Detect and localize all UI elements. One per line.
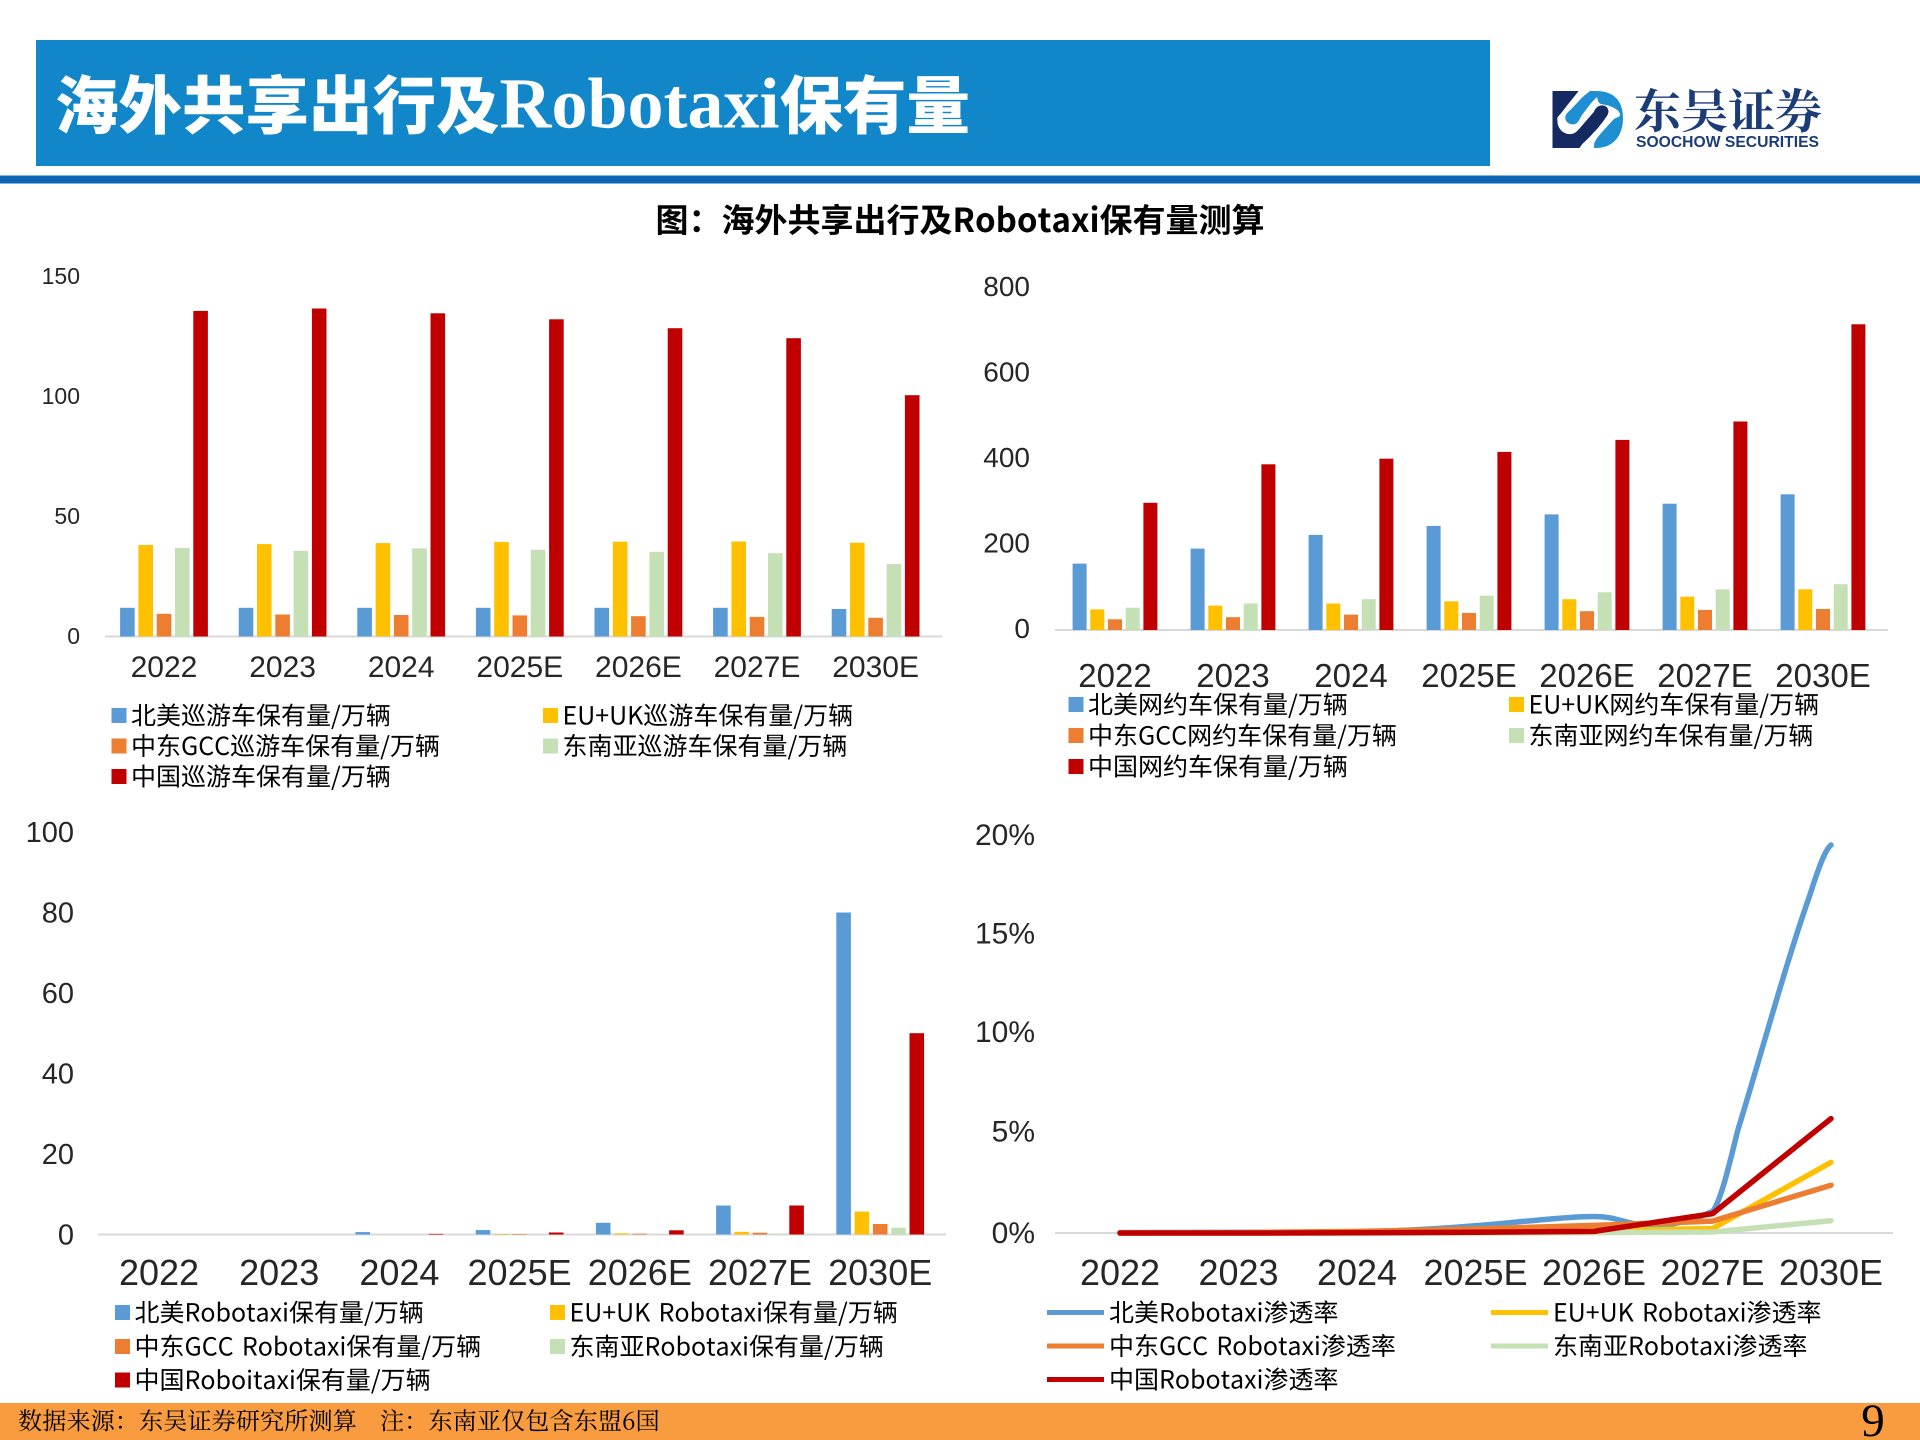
svg-text:2024: 2024 bbox=[1317, 1252, 1397, 1293]
svg-text:2026E: 2026E bbox=[1539, 657, 1634, 694]
svg-text:2030E: 2030E bbox=[828, 1252, 932, 1293]
svg-text:2030E: 2030E bbox=[1779, 1252, 1883, 1293]
svg-text:2024: 2024 bbox=[1314, 657, 1387, 694]
svg-text:20%: 20% bbox=[975, 819, 1035, 852]
svg-text:15%: 15% bbox=[975, 918, 1035, 951]
svg-text:2027E: 2027E bbox=[1660, 1252, 1764, 1293]
svg-text:2022: 2022 bbox=[131, 651, 198, 684]
svg-text:40: 40 bbox=[42, 1059, 74, 1091]
svg-text:2030E: 2030E bbox=[832, 651, 919, 684]
svg-text:800: 800 bbox=[983, 271, 1030, 302]
svg-text:60: 60 bbox=[42, 978, 74, 1010]
svg-text:10%: 10% bbox=[975, 1016, 1035, 1049]
svg-text:SOOCHOW SECURITIES: SOOCHOW SECURITIES bbox=[1636, 134, 1819, 151]
svg-text:80: 80 bbox=[42, 898, 74, 930]
svg-text:2025E: 2025E bbox=[468, 1252, 572, 1293]
svg-text:2024: 2024 bbox=[359, 1252, 439, 1293]
svg-text:50: 50 bbox=[54, 503, 80, 529]
svg-text:2022: 2022 bbox=[119, 1252, 199, 1293]
svg-text:2023: 2023 bbox=[1198, 1252, 1278, 1293]
svg-text:100: 100 bbox=[42, 383, 80, 409]
svg-text:20: 20 bbox=[42, 1139, 74, 1171]
svg-text:2025E: 2025E bbox=[1421, 657, 1516, 694]
svg-text:600: 600 bbox=[983, 357, 1030, 388]
svg-text:2026E: 2026E bbox=[595, 651, 682, 684]
svg-text:9: 9 bbox=[1861, 1395, 1885, 1440]
svg-text:2027E: 2027E bbox=[708, 1252, 812, 1293]
svg-text:0: 0 bbox=[67, 623, 80, 649]
svg-text:5%: 5% bbox=[992, 1116, 1035, 1149]
svg-text:2030E: 2030E bbox=[1775, 657, 1870, 694]
svg-text:2024: 2024 bbox=[368, 651, 435, 684]
svg-text:2025E: 2025E bbox=[476, 651, 563, 684]
svg-text:200: 200 bbox=[983, 528, 1030, 559]
svg-text:2026E: 2026E bbox=[1542, 1252, 1646, 1293]
svg-text:2027E: 2027E bbox=[714, 651, 801, 684]
svg-text:0: 0 bbox=[58, 1220, 74, 1252]
svg-text:2023: 2023 bbox=[239, 1252, 319, 1293]
svg-text:2025E: 2025E bbox=[1423, 1252, 1527, 1293]
svg-text:2023: 2023 bbox=[249, 651, 316, 684]
svg-text:400: 400 bbox=[983, 442, 1030, 473]
svg-text:2023: 2023 bbox=[1196, 657, 1269, 694]
svg-text:2026E: 2026E bbox=[588, 1252, 692, 1293]
svg-text:2022: 2022 bbox=[1078, 657, 1151, 694]
svg-text:0: 0 bbox=[1014, 613, 1030, 644]
svg-text:100: 100 bbox=[26, 817, 74, 849]
svg-text:2022: 2022 bbox=[1080, 1252, 1160, 1293]
svg-text:2027E: 2027E bbox=[1657, 657, 1752, 694]
svg-text:0%: 0% bbox=[992, 1217, 1035, 1250]
svg-text:150: 150 bbox=[42, 263, 80, 289]
